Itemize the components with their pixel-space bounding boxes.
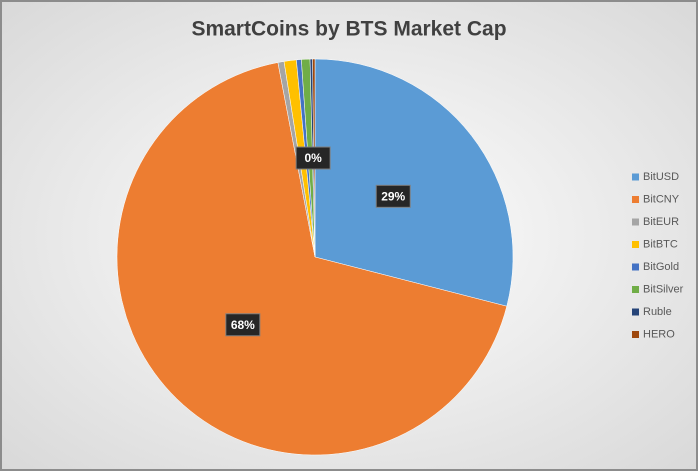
data-label: 68% — [231, 318, 255, 332]
chart-title: SmartCoins by BTS Market Cap — [191, 18, 506, 41]
pie-slice — [314, 58, 514, 307]
legend-swatch — [632, 331, 639, 338]
legend-label: HERO — [643, 328, 675, 340]
legend-swatch — [632, 196, 639, 203]
legend-swatch — [632, 286, 639, 293]
legend-swatch — [632, 173, 639, 181]
data-label-box — [225, 313, 261, 337]
legend-swatch — [632, 263, 639, 271]
legend-label: Ruble — [643, 306, 672, 318]
legend-swatch — [632, 241, 639, 248]
legend-label: BitUSD — [643, 171, 679, 183]
data-label-box — [375, 184, 411, 208]
legend-label: BitBTC — [643, 238, 678, 250]
data-label: 0% — [304, 151, 322, 165]
pie-slice — [116, 62, 508, 456]
legend-swatch — [632, 308, 639, 316]
legend-label: BitGold — [643, 261, 679, 273]
legend-label: BitCNY — [643, 193, 680, 205]
data-label: 29% — [381, 189, 405, 203]
legend-label: BitEUR — [643, 216, 679, 228]
data-label-box — [295, 146, 331, 170]
legend-swatch — [632, 218, 639, 226]
legend-label: BitSilver — [643, 283, 684, 295]
